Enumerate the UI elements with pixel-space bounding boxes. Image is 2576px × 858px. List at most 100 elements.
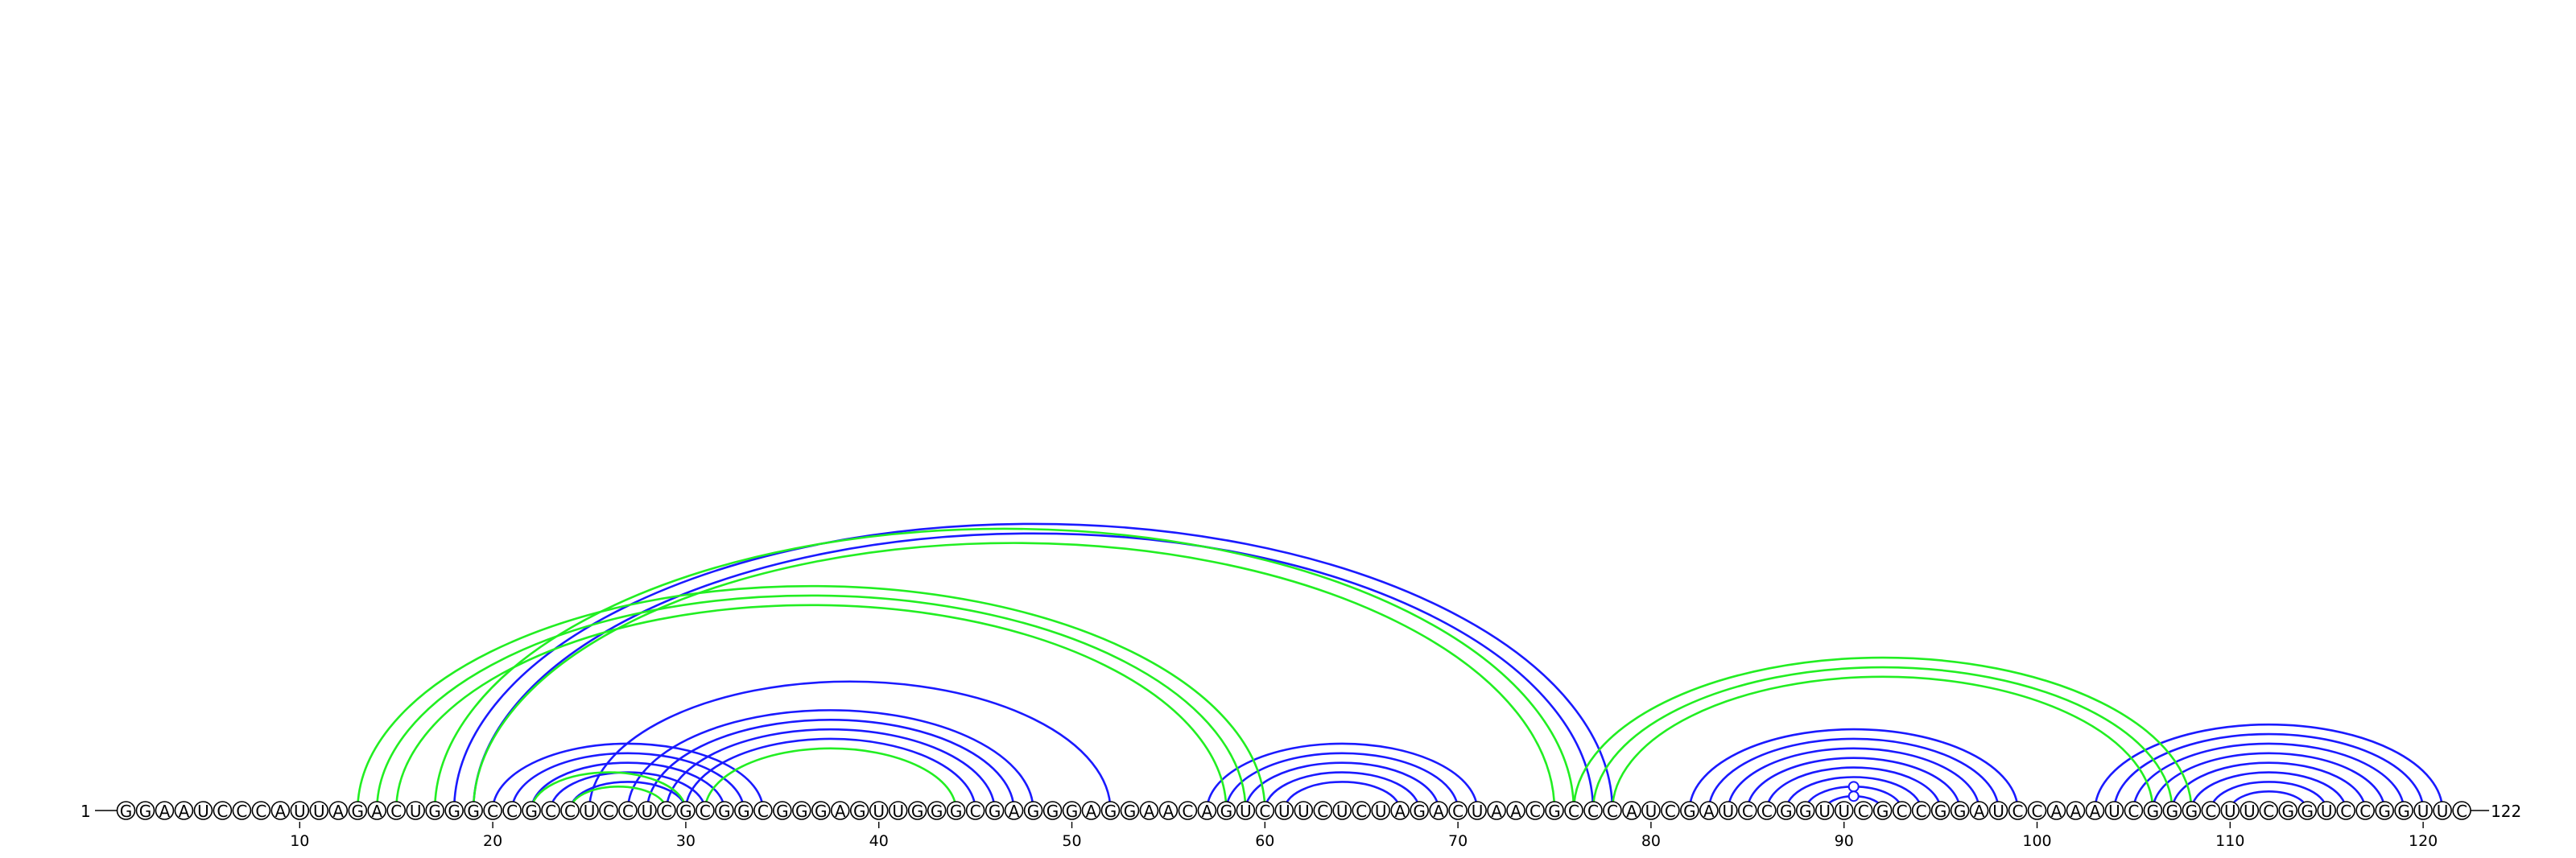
nucleotide-122: C bbox=[2452, 801, 2471, 821]
nucleotide-84: U bbox=[1719, 801, 1738, 821]
tick-label: 110 bbox=[2215, 832, 2244, 850]
nucleotide-letter: C bbox=[1317, 802, 1328, 821]
nucleotide-33: G bbox=[734, 801, 753, 821]
nucleotide-circle bbox=[1564, 801, 1583, 820]
nucleotide-31: C bbox=[696, 801, 715, 821]
nucleotide-letter: G bbox=[1220, 802, 1233, 821]
tick-label: 40 bbox=[869, 832, 889, 850]
nucleotide-circle bbox=[367, 801, 387, 820]
nucleotide-letter: G bbox=[931, 802, 943, 821]
nucleotide-44: G bbox=[946, 801, 966, 821]
nucleotide-letter: A bbox=[1433, 802, 1444, 821]
nucleotide-circle bbox=[1603, 801, 1622, 820]
nucleotide-letter: G bbox=[1046, 802, 1059, 821]
nucleotide-letter: A bbox=[2070, 802, 2082, 821]
nucleotide-circle bbox=[1100, 801, 1121, 820]
tick-label: 20 bbox=[483, 832, 502, 850]
nucleotide-circle bbox=[1468, 801, 1487, 820]
nucleotide-letter: U bbox=[2417, 802, 2429, 821]
nucleotide-circle bbox=[2317, 801, 2337, 820]
nucleotide-circle bbox=[155, 801, 175, 820]
nucleotide-circle bbox=[2201, 801, 2221, 820]
nucleotide-letter: A bbox=[332, 802, 344, 821]
nucleotide-letter: G bbox=[1027, 802, 1040, 821]
nucleotide-letter: A bbox=[1974, 802, 1985, 821]
nucleotide-29: C bbox=[657, 801, 676, 821]
nucleotide-circle bbox=[444, 801, 464, 820]
base-pair-arc-green-15-58 bbox=[394, 604, 1228, 811]
nucleotide-39: G bbox=[849, 801, 869, 821]
nucleotide-circle bbox=[328, 801, 349, 820]
nucleotide-circle bbox=[907, 801, 927, 820]
base-pair-arc-blue-84-97 bbox=[1727, 747, 1980, 811]
nucleotide-letter: U bbox=[410, 802, 422, 821]
nucleotide-68: G bbox=[1410, 801, 1429, 821]
nucleotide-letter: C bbox=[2456, 802, 2467, 821]
nucleotide-13: G bbox=[348, 801, 368, 821]
nucleotide-circle bbox=[1699, 801, 1719, 820]
nucleotide-letter: C bbox=[506, 802, 518, 821]
nucleotide-circle bbox=[1506, 801, 1525, 820]
nucleotide-circle bbox=[2336, 801, 2355, 820]
nucleotide-32: G bbox=[715, 801, 734, 821]
nucleotide-circle bbox=[1738, 801, 1757, 820]
nucleotide-circle bbox=[1487, 801, 1506, 820]
nucleotide-letter: C bbox=[1587, 802, 1599, 821]
nucleotide-letter: C bbox=[2205, 802, 2216, 821]
nucleotide-letter: G bbox=[776, 802, 789, 821]
nucleotide-circle bbox=[1911, 801, 1931, 820]
nucleotide-circle bbox=[1950, 801, 1970, 820]
start-label: 1 bbox=[80, 802, 91, 821]
base-pair-arc-blue-18-78 bbox=[452, 522, 1614, 811]
nucleotide-5: U bbox=[193, 801, 213, 821]
nucleotide-24: C bbox=[560, 801, 580, 821]
nucleotide-63: C bbox=[1313, 801, 1333, 821]
base-pair-arc-blue-59-69 bbox=[1245, 761, 1440, 811]
base-pair-arc-blue-104-120 bbox=[2113, 732, 2425, 811]
nucleotide-120: U bbox=[2413, 801, 2433, 821]
nucleotide-103: A bbox=[2085, 801, 2105, 821]
base-pair-arc-green-22-30 bbox=[530, 771, 687, 811]
nucleotide-34: C bbox=[753, 801, 773, 821]
nucleotide-circle bbox=[1120, 801, 1140, 820]
nucleotide-circle bbox=[599, 801, 618, 820]
nucleotide-92: G bbox=[1872, 801, 1893, 821]
nucleotide-circle bbox=[927, 801, 947, 820]
nucleotide-letter: G bbox=[950, 802, 963, 821]
nucleotide-75: G bbox=[1545, 801, 1564, 821]
nucleotide-circle bbox=[1332, 801, 1352, 820]
nucleotide-81: C bbox=[1661, 801, 1680, 821]
nucleotide-58: G bbox=[1216, 801, 1236, 821]
nucleotide-23: C bbox=[541, 801, 560, 821]
nucleotide-circle bbox=[985, 801, 1005, 820]
nucleotide-letter: G bbox=[448, 802, 460, 821]
nucleotide-letter: U bbox=[1645, 802, 1657, 821]
nucleotide-letter: C bbox=[255, 802, 266, 821]
nucleotide-letter: G bbox=[795, 802, 808, 821]
nucleotide-circle bbox=[483, 801, 502, 820]
nucleotide-100: C bbox=[2027, 801, 2047, 821]
nucleotide-letter: C bbox=[1356, 802, 1367, 821]
base-pair-arc-blue-87-94 bbox=[1785, 776, 1922, 811]
nucleotide-circle bbox=[1274, 801, 1294, 820]
nucleotide-88: G bbox=[1795, 801, 1815, 821]
base-pair-arc-blue-82-99 bbox=[1688, 728, 2019, 811]
nucleotide-letter: C bbox=[622, 802, 634, 821]
base-pair-arc-blue-105-119 bbox=[2132, 742, 2405, 811]
nucleotide-circle bbox=[715, 801, 734, 820]
nucleotide-111: U bbox=[2240, 801, 2260, 821]
base-pair-arc-blue-103-121 bbox=[2094, 723, 2444, 811]
nucleotide-letter: C bbox=[1452, 802, 1463, 821]
nucleotide-circle bbox=[657, 801, 676, 820]
nucleotide-circle bbox=[541, 801, 560, 820]
nucleotide-12: A bbox=[328, 801, 349, 821]
nucleotide-circle bbox=[251, 801, 271, 820]
marker-layer bbox=[1847, 781, 1860, 802]
nucleotide-circle bbox=[1042, 801, 1063, 820]
nucleotide-letter: U bbox=[2437, 802, 2449, 821]
nucleotide-circle bbox=[2027, 801, 2047, 820]
nucleotide-circle bbox=[1545, 801, 1564, 820]
nucleotide-circle bbox=[1390, 801, 1410, 820]
nucleotide-circle bbox=[1410, 801, 1429, 820]
nucleotide-letter: G bbox=[1548, 802, 1561, 821]
